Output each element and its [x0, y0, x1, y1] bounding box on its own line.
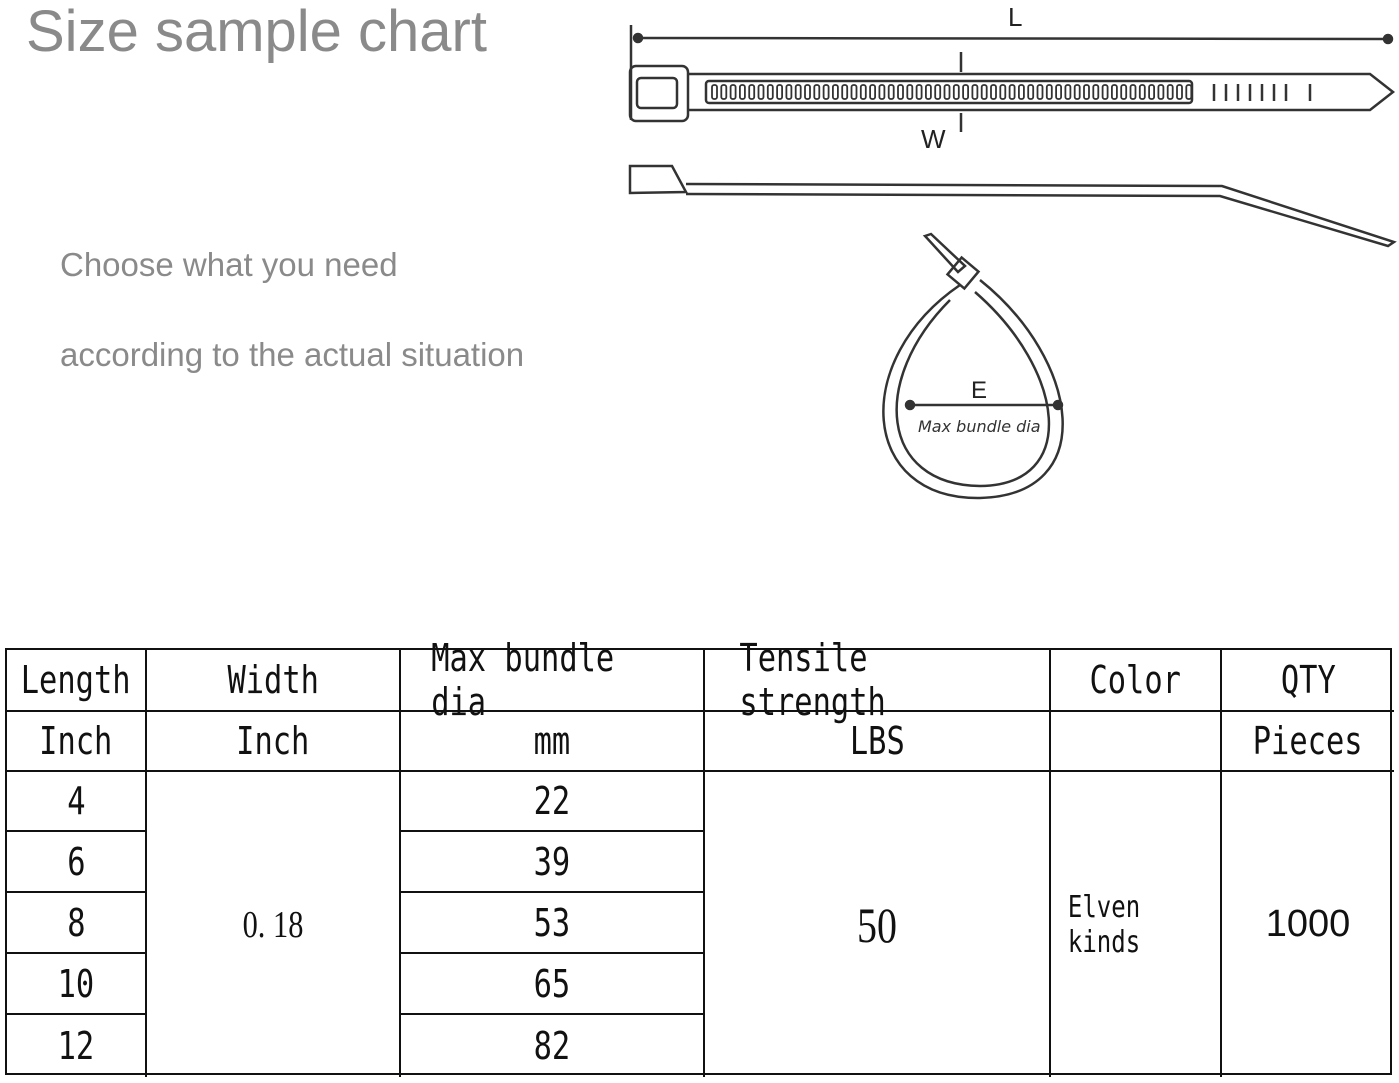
color-value: Elven kinds — [1051, 772, 1222, 1077]
length-label: L — [1008, 2, 1022, 32]
strap-tooth — [757, 84, 765, 100]
cable-tie-diagram: L W E Max bundle dia — [628, 2, 1397, 500]
header-tensile: Tensile strength — [705, 636, 1051, 724]
strap-tooth — [878, 84, 886, 100]
width-label: W — [921, 124, 946, 154]
strap-tooth — [1176, 84, 1183, 100]
strap-tooth — [999, 84, 1007, 100]
strap-tooth — [850, 84, 858, 100]
length-arrow-right — [1382, 33, 1394, 45]
bundle-dia-cell: 39 — [401, 832, 705, 893]
strap-tooth — [980, 84, 988, 100]
unit-bundle-dia: mm — [401, 712, 705, 772]
tie-head — [628, 64, 690, 123]
bundle-label: E — [971, 377, 987, 404]
strap-tooth — [1120, 84, 1128, 100]
strap-tooth — [711, 84, 718, 100]
strap-tooth — [859, 84, 867, 100]
unit-width: Inch — [147, 712, 401, 772]
strap-tooth — [776, 84, 783, 100]
strap-tooth — [897, 84, 904, 100]
tie-side-head — [628, 164, 689, 195]
strap-tooth — [1027, 84, 1035, 100]
tensile-value: 50 — [705, 772, 1051, 1077]
strap-tooth — [739, 84, 746, 100]
strap-tooth — [794, 84, 802, 100]
header-qty: QTY — [1222, 650, 1394, 712]
length-cell: 10 — [7, 954, 147, 1015]
strap-tooth — [915, 84, 923, 100]
length-cell: 8 — [7, 893, 147, 954]
length-cell: 12 — [7, 1015, 147, 1077]
bundle-dia-cell: 65 — [401, 954, 705, 1015]
strap-tooth — [841, 84, 849, 100]
width-value: 0. 18 — [147, 772, 401, 1077]
strap-tooth — [1036, 84, 1044, 100]
qty-value: 1000 — [1265, 903, 1351, 945]
unit-qty: Pieces — [1222, 712, 1394, 772]
strap-tooth — [1064, 84, 1072, 100]
strap-tooth — [1148, 84, 1155, 100]
strap-tooth — [869, 84, 876, 100]
strap-tooth — [952, 84, 960, 100]
bundle-dia-cell: 82 — [401, 1015, 705, 1077]
subtitle-line-2: according to the actual situation — [60, 336, 525, 373]
strap-tooth — [832, 84, 839, 100]
length-cell: 4 — [7, 772, 147, 832]
bundle-dia-cell: 53 — [401, 893, 705, 954]
strap-tooth — [1073, 84, 1081, 100]
bundle-dia-cell: 22 — [401, 772, 705, 832]
tie-strap — [688, 72, 1396, 112]
loop-tail — [922, 232, 967, 274]
strap-tooth — [887, 84, 895, 100]
strap-tooth — [1166, 84, 1174, 100]
strap-tooth — [813, 84, 821, 100]
strap-tooth — [1008, 84, 1016, 100]
strap-tooth — [1138, 84, 1146, 100]
strap-tooth — [925, 84, 932, 100]
loop-inner — [895, 291, 1051, 488]
loop-head — [945, 255, 981, 291]
size-table: Length Width Max bundle dia Tensile stre… — [5, 636, 1394, 1077]
strap-tooth — [729, 84, 737, 100]
strap-tooth — [1092, 84, 1100, 100]
tie-side-strap — [685, 182, 1397, 248]
strap-tooth — [990, 84, 997, 100]
header-color: Color — [1051, 650, 1222, 712]
bundle-caption: Max bundle dia — [918, 417, 1041, 436]
strap-tooth — [822, 84, 830, 100]
strap-tooth — [971, 84, 979, 100]
strap-tooth — [1018, 84, 1025, 100]
subtitle-line-1: Choose what you need — [60, 246, 398, 283]
header-width: Width — [147, 650, 401, 712]
strap-tooth — [1185, 84, 1193, 100]
strap-tooth — [1111, 84, 1118, 100]
strap-tooth — [1129, 84, 1137, 100]
strap-tooth — [748, 84, 756, 100]
unit-length: Inch — [7, 712, 147, 772]
tie-head-slot — [635, 76, 679, 110]
strap-tooth — [1157, 84, 1165, 100]
length-arrow-left — [632, 32, 644, 44]
strap-tooth — [962, 84, 969, 100]
unit-tensile: LBS — [705, 712, 1051, 772]
strap-tooth — [785, 84, 793, 100]
strap-tooth — [1055, 84, 1062, 100]
strap-tooth — [934, 84, 942, 100]
strap-tooth — [1083, 84, 1090, 100]
header-bundle-dia: Max bundle dia — [401, 636, 705, 724]
page-title: Size sample chart — [26, 0, 487, 64]
strap-tooth — [943, 84, 951, 100]
strap-tooth — [766, 84, 774, 100]
length-cell: 6 — [7, 832, 147, 893]
strap-tooth — [1045, 84, 1053, 100]
strap-tooth — [720, 84, 728, 100]
header-length: Length — [7, 650, 147, 712]
strap-tooth — [804, 84, 811, 100]
unit-color — [1051, 712, 1222, 772]
loop-outer — [882, 279, 1064, 500]
strap-tooth — [906, 84, 914, 100]
strap-tooth — [1101, 84, 1109, 100]
length-dimension-line — [637, 36, 1389, 41]
